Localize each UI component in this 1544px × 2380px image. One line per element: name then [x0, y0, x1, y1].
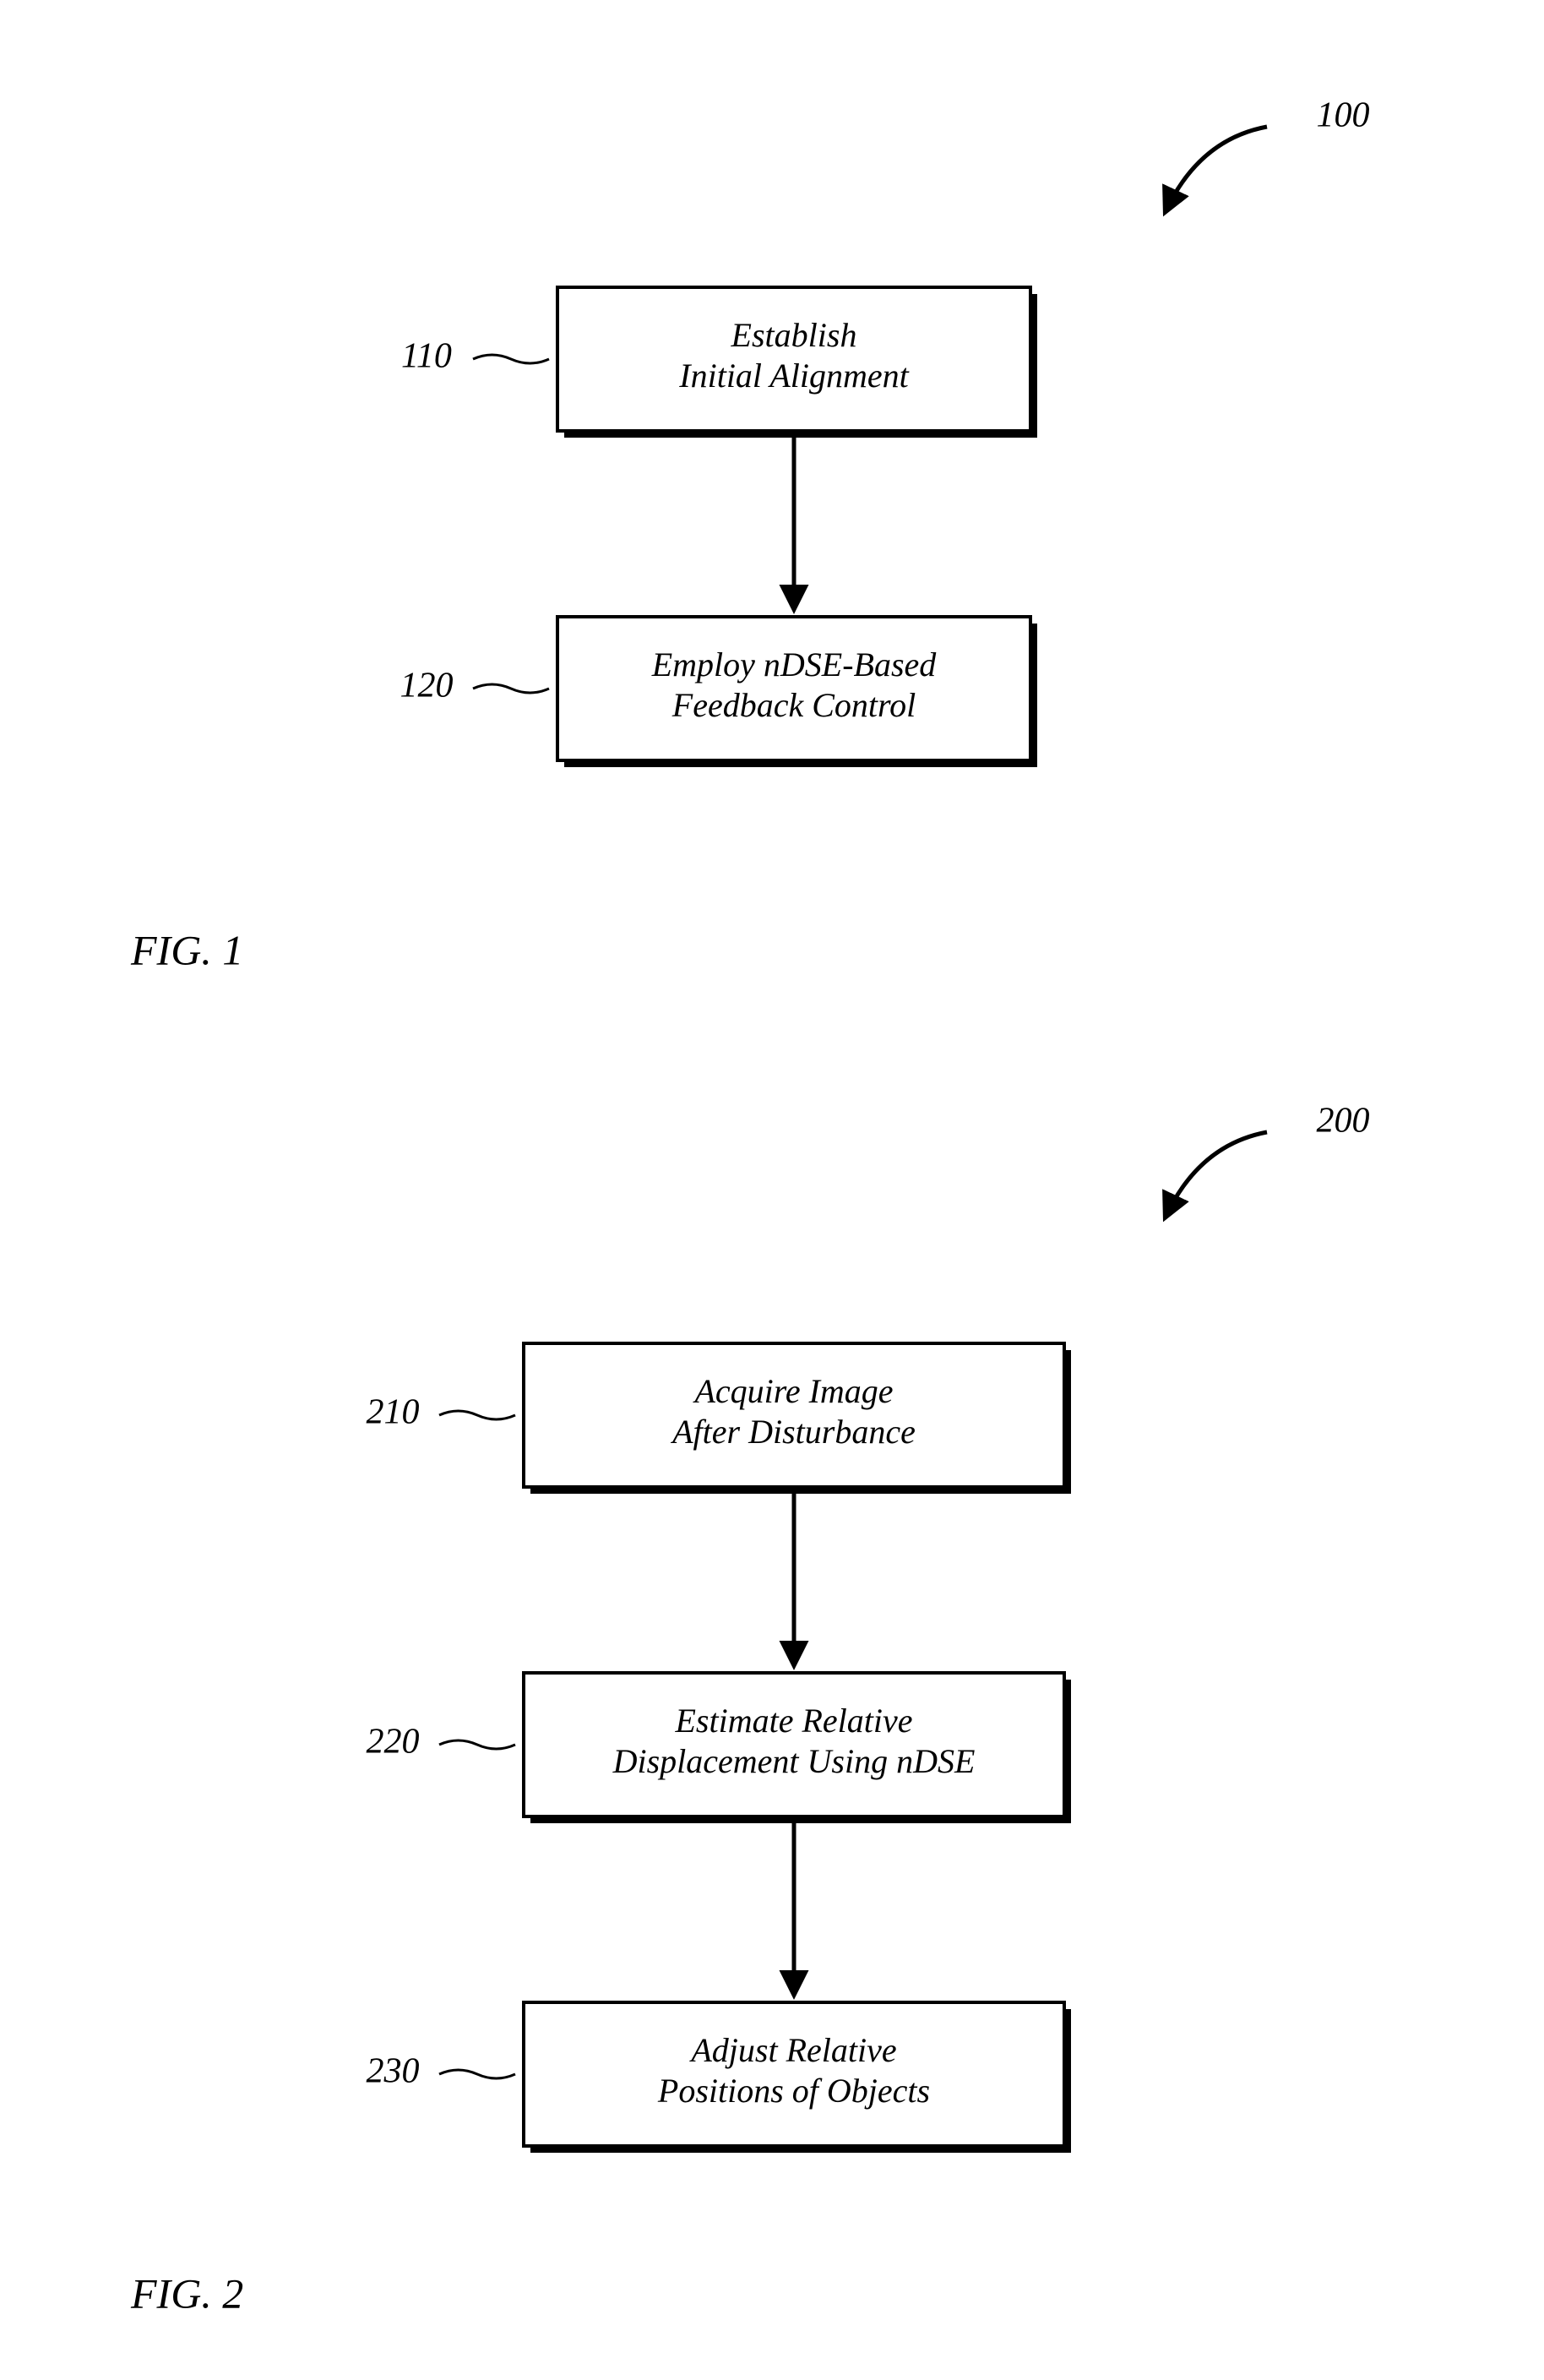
lead-line-210	[439, 1411, 515, 1419]
lead-line-110	[473, 355, 549, 363]
flow-box-230-line1: Adjust Relative	[688, 2031, 896, 2069]
ref-label-220: 220	[367, 1723, 420, 1762]
figure-ref-arrow	[1166, 1132, 1267, 1217]
figure-ref-arrow	[1166, 127, 1267, 211]
flow-box-230-line2: Positions of Objects	[657, 2072, 930, 2110]
flow-box-220-line2: Displacement Using nDSE	[612, 1742, 976, 1780]
figure-caption: FIG. 1	[130, 926, 243, 973]
lead-line-120	[473, 684, 549, 693]
flow-box-220-line1: Estimate Relative	[674, 1702, 912, 1740]
ref-label-110: 110	[401, 337, 452, 376]
flow-box-120-line1: Employ nDSE-Based	[651, 645, 938, 684]
ref-label-210: 210	[367, 1393, 420, 1432]
flow-box-110-line1: Establish	[731, 316, 857, 354]
flow-box-110-line2: Initial Alignment	[678, 357, 909, 395]
flow-box-210-line1: Acquire Image	[692, 1372, 893, 1410]
ref-label-120: 120	[400, 667, 454, 705]
ref-label-230: 230	[367, 2052, 420, 2091]
lead-line-220	[439, 1740, 515, 1749]
flow-box-120-line2: Feedback Control	[671, 686, 916, 724]
flow-box-210-line2: After Disturbance	[670, 1413, 916, 1451]
figure-ref-label: 200	[1317, 1102, 1370, 1141]
figure-caption: FIG. 2	[130, 2269, 243, 2317]
lead-line-230	[439, 2070, 515, 2078]
figure-ref-label: 100	[1317, 96, 1370, 135]
